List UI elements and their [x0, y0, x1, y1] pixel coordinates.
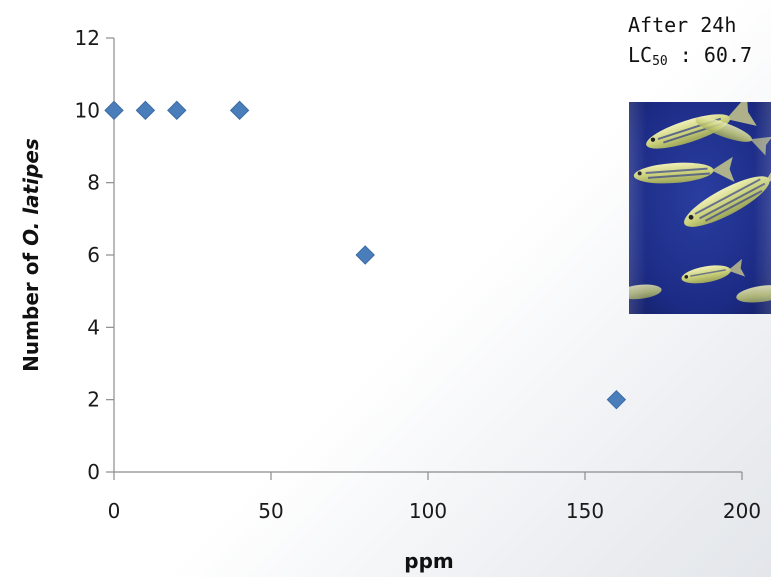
lc-label: LC — [628, 43, 653, 67]
lc50-annotation: After 24h LC50 : 60.7 — [628, 10, 752, 70]
x-axis-title: ppm — [404, 549, 453, 573]
lc-value: : 60.7 — [667, 43, 753, 67]
x-tick-label: 200 — [723, 499, 761, 523]
x-tick-label: 100 — [409, 499, 447, 523]
data-point — [135, 100, 156, 121]
data-point — [229, 100, 250, 121]
data-point — [606, 389, 627, 410]
x-axis-ticks: 0 50 100 150 200 — [108, 472, 761, 523]
x-tick-label: 50 — [258, 499, 283, 523]
x-tick-label: 0 — [108, 499, 121, 523]
y-tick-label: 0 — [87, 460, 100, 484]
annotation-lc50: LC50 : 60.7 — [628, 40, 752, 70]
y-axis-title-species: O. latipes — [19, 138, 43, 246]
data-point — [104, 100, 124, 121]
y-axis-title: Number of O. latipes — [19, 138, 43, 372]
data-point — [355, 245, 375, 265]
fish-7 — [736, 285, 771, 303]
fish-5 — [681, 258, 746, 284]
data-points — [104, 100, 627, 410]
lc-subscript: 50 — [652, 54, 668, 69]
fish-6 — [629, 284, 662, 300]
zebrafish-photo — [629, 102, 771, 314]
y-axis-ticks: 0 2 4 6 8 10 12 — [75, 26, 114, 484]
data-point — [167, 100, 187, 121]
y-tick-label: 6 — [87, 243, 100, 267]
fish-4 — [684, 150, 771, 227]
y-tick-label: 8 — [87, 171, 100, 195]
y-tick-label: 12 — [75, 26, 100, 50]
y-tick-label: 4 — [87, 315, 100, 339]
fish-3 — [633, 156, 735, 184]
x-tick-label: 150 — [566, 499, 604, 523]
fish-2 — [695, 117, 771, 156]
y-tick-label: 2 — [87, 388, 100, 412]
y-tick-label: 10 — [75, 98, 100, 122]
annotation-duration: After 24h — [628, 13, 737, 37]
y-axis-title-prefix: Number of — [19, 246, 43, 372]
